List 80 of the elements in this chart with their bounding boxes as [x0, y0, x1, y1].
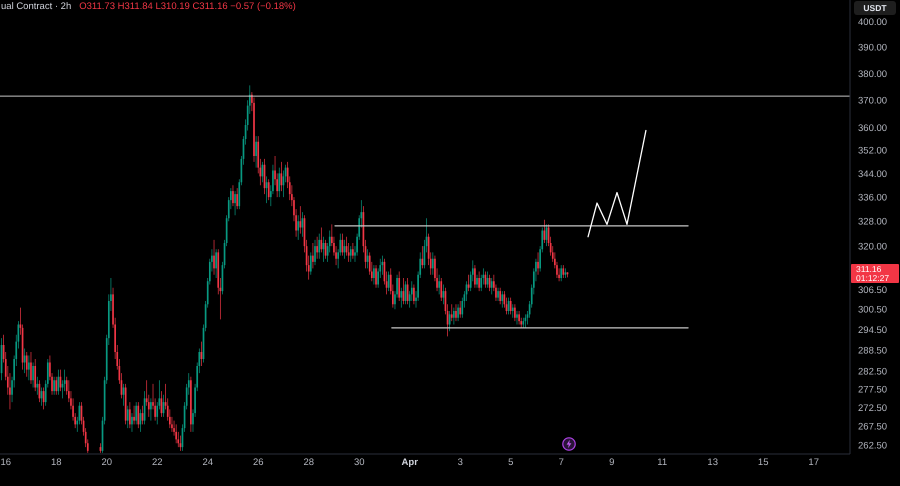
x-tick-label: 3 [458, 457, 463, 468]
candlestick [373, 265, 375, 285]
candlestick [232, 185, 234, 206]
candlestick [213, 240, 215, 275]
candlestick [160, 391, 162, 417]
text: 311.16 [856, 264, 882, 274]
candlestick [537, 252, 539, 275]
y-tick-label: 360.00 [858, 123, 888, 134]
candlestick [144, 391, 146, 424]
y-tick-label: 272.50 [858, 402, 888, 414]
candlestick [200, 342, 202, 366]
text: 01:12:27 [856, 273, 890, 284]
candlestick [484, 272, 486, 288]
candlestick [413, 284, 415, 304]
y-tick-label: 306.50 [858, 284, 888, 296]
candlestick [406, 278, 408, 304]
candlestick [142, 406, 144, 424]
candlestick [314, 240, 316, 266]
x-tick-label: 22 [152, 457, 163, 468]
candlestick [524, 314, 526, 328]
chart-title: ual Contract · 2h [1, 1, 72, 13]
x-tick-label: 30 [354, 457, 365, 468]
candlestick [455, 304, 457, 322]
y-tick-label: 380.00 [858, 68, 888, 80]
x-tick-label: 5 [508, 457, 514, 468]
x-tick-label: 28 [303, 457, 314, 468]
candlestick [133, 406, 135, 424]
candlestick [375, 265, 377, 288]
candlestick [476, 274, 478, 288]
candlestick [474, 265, 476, 288]
candlestick [312, 242, 314, 268]
x-tick-label: 26 [252, 457, 264, 468]
candlestick [404, 281, 406, 304]
x-tick-label: Apr [402, 457, 418, 468]
candlestick [234, 191, 236, 216]
candlestick [344, 240, 346, 259]
candlestick [546, 224, 548, 246]
y-tick-label: 262.50 [858, 440, 888, 452]
y-tick-label: 277.50 [858, 384, 888, 396]
annotation: O311.73 H311.84 L310.19 C311.16 −0.57 (−0.18%) [79, 1, 296, 13]
x-tick-label: 13 [707, 457, 718, 468]
y-tick-label: 328.00 [858, 216, 888, 228]
y-tick-label: 294.50 [858, 324, 888, 336]
y-axis-title: USDT [863, 3, 887, 13]
y-tick-label: 336.00 [858, 192, 888, 204]
y-tick-label: 320.00 [858, 241, 888, 252]
x-tick-label: 17 [808, 457, 819, 468]
y-tick-label: 267.50 [858, 422, 888, 433]
candlestick [457, 304, 459, 322]
y-tick-label: 370.00 [858, 96, 888, 107]
y-tick-label: 400.00 [858, 17, 888, 28]
y-tick-label: 390.00 [858, 42, 888, 54]
candlestick [100, 443, 102, 453]
x-tick-label: 7 [558, 457, 564, 468]
candlestick [566, 272, 568, 278]
candlestick [262, 162, 264, 182]
x-tick-label: 24 [202, 457, 214, 468]
candlestick [516, 310, 518, 324]
x-tick-label: 11 [657, 457, 668, 468]
candlestick [322, 236, 324, 262]
candlestick [497, 288, 499, 301]
candlestick [122, 384, 124, 406]
x-tick-label: 18 [50, 457, 62, 468]
candlestick [518, 310, 520, 324]
y-tick-label: 300.50 [858, 304, 888, 316]
y-tick-label: 288.50 [858, 346, 888, 357]
candlestick [150, 398, 152, 421]
x-tick-label: 16 [0, 457, 12, 468]
x-tick-label: 9 [609, 457, 614, 468]
y-tick-label: 282.50 [858, 366, 888, 378]
candlestick [162, 394, 164, 417]
candlestick [486, 272, 488, 288]
candlestick [131, 413, 133, 432]
y-tick-label: 344.00 [858, 168, 888, 180]
x-tick-label: 20 [101, 457, 112, 468]
x-tick-label: 15 [758, 457, 768, 468]
y-tick-label: 352.00 [858, 146, 888, 157]
candlestick [508, 298, 510, 314]
candlestick [324, 240, 326, 259]
candlestick [264, 158, 266, 194]
